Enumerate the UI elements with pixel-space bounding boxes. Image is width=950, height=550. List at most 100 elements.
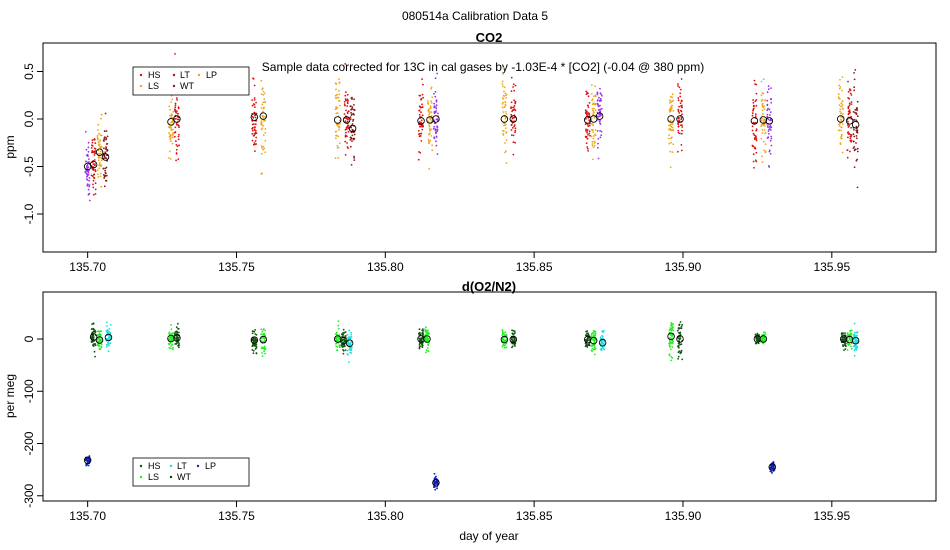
co2-data-point <box>103 147 105 150</box>
co2-data-point <box>254 106 256 108</box>
co2-data-point <box>102 157 105 160</box>
co2-data-point <box>421 103 423 106</box>
co2-data-point <box>760 94 763 97</box>
co2-data-point <box>353 108 355 111</box>
co2-data-point <box>170 113 173 116</box>
co2-data-point <box>99 150 102 153</box>
co2-data-point <box>755 139 758 142</box>
co2-data-point <box>263 98 266 100</box>
co2-data-point <box>338 100 340 102</box>
co2-data-point <box>588 102 591 104</box>
co2-data-point <box>512 86 514 88</box>
co2-data-point <box>428 109 430 112</box>
co2-data-point <box>174 131 177 133</box>
co2-data-point <box>855 135 858 137</box>
o2n2-data-point <box>849 329 852 332</box>
o2n2-data-point <box>501 337 504 340</box>
co2-data-point <box>589 134 591 137</box>
co2-data-point <box>852 147 855 150</box>
co2-data-point <box>591 129 594 131</box>
o2n2-data-point <box>514 345 516 347</box>
o2n2-data-point <box>510 338 513 341</box>
co2-data-point <box>91 139 94 142</box>
o2n2-group-mean-marker <box>95 336 104 344</box>
co2-data-point <box>93 176 95 179</box>
o2n2-data-point <box>840 332 843 335</box>
o2n2-data-point <box>175 326 178 329</box>
o2n2-data-point <box>425 329 427 332</box>
o2n2-data-point <box>669 337 672 339</box>
o2n2-group-mean-marker <box>104 333 113 342</box>
o2n2-data-point <box>106 344 109 347</box>
o2n2-data-point <box>587 332 589 335</box>
co2-data-point <box>599 104 601 107</box>
co2-data-point <box>418 113 421 116</box>
co2-data-point <box>418 109 421 112</box>
o2n2-data-point <box>593 341 596 344</box>
co2-data-point <box>344 63 347 65</box>
o2n2-data-point <box>679 321 682 323</box>
o2n2-data-point <box>670 324 672 327</box>
co2-data-point <box>251 133 254 135</box>
co2-data-point <box>417 158 420 161</box>
co2-data-point <box>677 108 680 111</box>
co2-data-point <box>594 85 597 88</box>
co2-data-point <box>839 110 841 113</box>
co2-data-point <box>592 158 594 161</box>
co2-data-point <box>856 115 859 118</box>
o2n2-data-point <box>335 339 338 342</box>
co2-data-point <box>766 109 769 112</box>
co2-data-point <box>752 132 755 135</box>
co2-data-point <box>176 116 179 118</box>
co2-data-point <box>839 86 842 88</box>
co2-data-point <box>102 139 105 142</box>
co2-data-point <box>849 139 852 142</box>
o2n2-data-point <box>856 331 859 334</box>
co2-data-point <box>597 142 599 145</box>
o2n2-data-point <box>590 349 593 352</box>
co2-data-point <box>849 89 852 92</box>
co2-data-point <box>593 103 596 106</box>
co2-data-point <box>260 123 263 126</box>
co2-data-point <box>253 132 256 135</box>
o2n2-data-point <box>505 346 508 349</box>
o2n2-data-point <box>679 337 682 340</box>
co2-data-point <box>338 89 340 92</box>
co2-data-point <box>428 141 431 144</box>
o2n2-data-point <box>96 343 99 346</box>
co2-data-point <box>86 167 89 169</box>
co2-data-point <box>87 171 90 174</box>
co2-data-point <box>848 102 851 105</box>
o2n2-data-point <box>849 334 851 336</box>
o2n2-data-point <box>340 344 343 346</box>
co2-data-point <box>251 127 254 130</box>
co2-data-point <box>840 129 842 132</box>
co2-data-point <box>755 92 758 95</box>
o2n2-data-point <box>346 333 349 336</box>
co2-data-point <box>854 148 857 151</box>
co2-data-point <box>593 95 595 98</box>
o2n2-data-point <box>96 338 99 340</box>
o2n2-data-point <box>853 349 856 352</box>
co2-data-point <box>753 166 755 169</box>
o2n2-data-point <box>349 351 352 354</box>
co2-data-point <box>850 94 853 96</box>
co2-data-point <box>770 135 773 138</box>
co2-data-point <box>600 130 603 133</box>
co2-data-point <box>680 144 683 146</box>
co2-data-point <box>103 156 106 158</box>
x-axis-label: day of year <box>459 529 518 543</box>
co2-data-point <box>106 154 108 157</box>
co2-data-point <box>427 110 430 113</box>
co2-data-point <box>854 69 857 71</box>
o2n2-data-point <box>336 349 338 352</box>
o2n2-data-point <box>601 341 603 343</box>
o2n2-data-point <box>502 338 505 341</box>
co2-data-point <box>766 113 769 116</box>
co2-data-point <box>838 125 841 127</box>
o2n2-data-point <box>670 334 673 337</box>
co2-data-point <box>260 79 263 82</box>
o2n2-data-point <box>425 351 427 354</box>
co2-data-point <box>770 137 773 140</box>
o2n2-data-point <box>677 327 680 330</box>
